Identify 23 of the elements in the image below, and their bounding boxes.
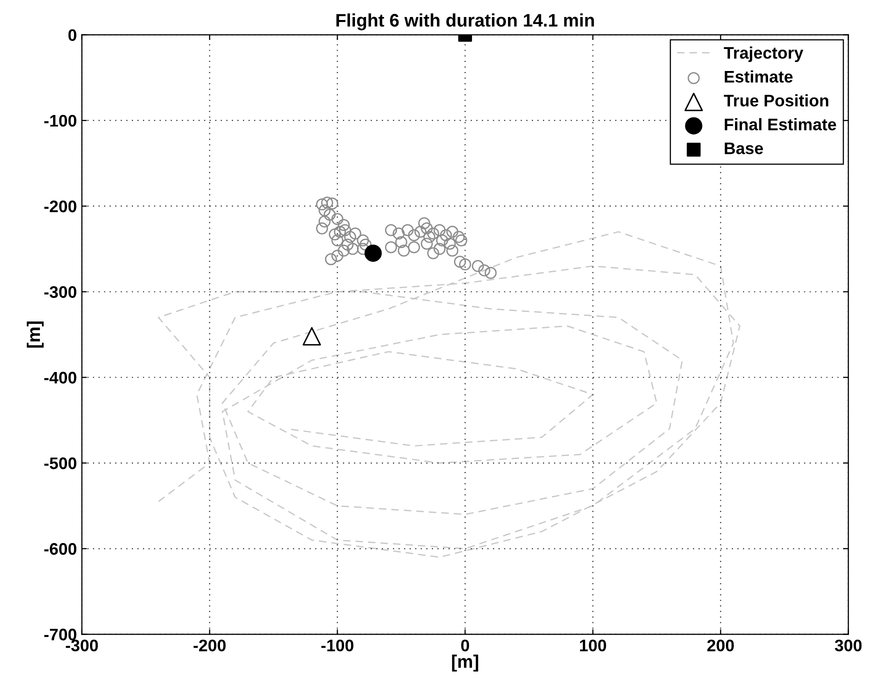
legend-label: Estimate — [724, 70, 793, 83]
x-tick-label: -300 — [66, 640, 98, 652]
x-tick-label: 200 — [707, 640, 734, 652]
y-tick-label: -300 — [44, 286, 76, 298]
legend-label: Base — [724, 142, 763, 154]
x-axis-title: [m] — [452, 654, 478, 672]
x-tick-label: 300 — [834, 640, 862, 652]
legend-label: Final Estimate — [724, 118, 836, 130]
chart-title: Flight 6 with duration 14.1 min — [336, 13, 594, 30]
x-tick-label: 0 — [461, 640, 470, 652]
y-tick-label: 0 — [68, 29, 76, 42]
legend-label: Trajectory — [724, 46, 804, 62]
y-tick-label: -200 — [44, 200, 76, 212]
x-tick-label: 100 — [580, 640, 606, 652]
y-tick-label: -400 — [44, 372, 76, 384]
y-tick-label: -500 — [44, 457, 76, 470]
legend-label: True Position — [724, 94, 828, 106]
y-tick-label: -700 — [44, 628, 76, 640]
y-tick-label: -600 — [44, 543, 76, 555]
x-tick-label: -100 — [321, 640, 354, 652]
y-tick-label: -100 — [44, 114, 76, 127]
x-tick-label: -200 — [194, 640, 226, 652]
y-axis-title: [m] — [26, 322, 44, 348]
